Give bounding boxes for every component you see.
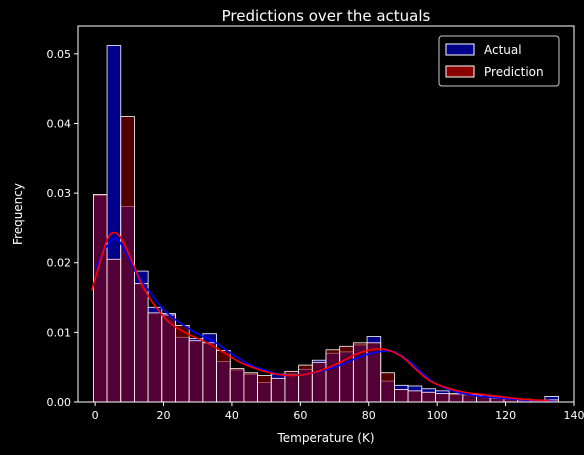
bar-prediction-0 (92, 194, 108, 403)
x-tick-label-100: 100 (427, 409, 448, 422)
x-tick-label-60: 60 (293, 409, 307, 422)
y-tick-label-1: 0.01 (47, 326, 72, 339)
x-tick-label-0: 0 (92, 409, 99, 422)
bar-prediction-12 (257, 375, 272, 403)
bar-prediction-2 (120, 116, 135, 403)
x-axis-label: Temperature (K) (276, 431, 374, 445)
kde-line-prediction (90, 231, 551, 402)
bar-prediction-22 (394, 389, 409, 403)
bar-prediction-9 (216, 350, 231, 403)
legend-label-actual: Actual (484, 43, 522, 57)
x-tick-label-140: 140 (564, 409, 584, 422)
legend-label-prediction: Prediction (484, 65, 544, 79)
bar-prediction-4 (147, 312, 163, 403)
bar-prediction-24 (421, 391, 436, 403)
bar-prediction-26 (448, 393, 464, 403)
legend-swatch-actual (445, 43, 475, 56)
bar-prediction-10 (229, 368, 245, 403)
bar-prediction-7 (188, 340, 204, 403)
kde-layer (90, 231, 554, 403)
bar-prediction-6 (175, 325, 190, 403)
x-tick-label-40: 40 (225, 409, 239, 422)
x-axis-ticks: 0 20 40 60 80 100 120 140 (92, 402, 584, 422)
bar-prediction-17 (325, 349, 341, 403)
x-tick-label-20: 20 (157, 409, 171, 422)
bar-prediction-23 (407, 390, 423, 403)
bar-prediction-25 (435, 393, 450, 403)
bar-prediction-13 (270, 377, 286, 403)
x-tick-label-120: 120 (495, 409, 516, 422)
legend-swatch-prediction (445, 65, 475, 78)
legend: Actual Prediction (438, 35, 560, 87)
y-tick-label-4: 0.04 (47, 117, 72, 130)
bar-prediction-11 (243, 372, 258, 403)
y-tick-label-0: 0.00 (47, 396, 72, 409)
bar-prediction-1 (106, 258, 122, 403)
bar-prediction-5 (161, 314, 176, 403)
y-tick-label-2: 0.02 (47, 257, 72, 270)
y-tick-label-5: 0.05 (47, 48, 72, 61)
bar-prediction-15 (298, 364, 313, 403)
bar-prediction-3 (134, 283, 149, 403)
y-axis-ticks: 0.00 0.01 0.02 0.03 0.04 0.05 (47, 48, 78, 409)
x-tick-label-80: 80 (362, 409, 376, 422)
bar-prediction-21 (380, 372, 395, 403)
bar-prediction-16 (311, 361, 327, 403)
bar-prediction-18 (339, 345, 354, 403)
y-tick-label-3: 0.03 (47, 187, 72, 200)
axes-frame (77, 25, 575, 403)
y-axis-label: Frequency (11, 183, 25, 245)
chart-title: Predictions over the actuals (222, 7, 431, 25)
bar-prediction-8 (202, 342, 217, 403)
